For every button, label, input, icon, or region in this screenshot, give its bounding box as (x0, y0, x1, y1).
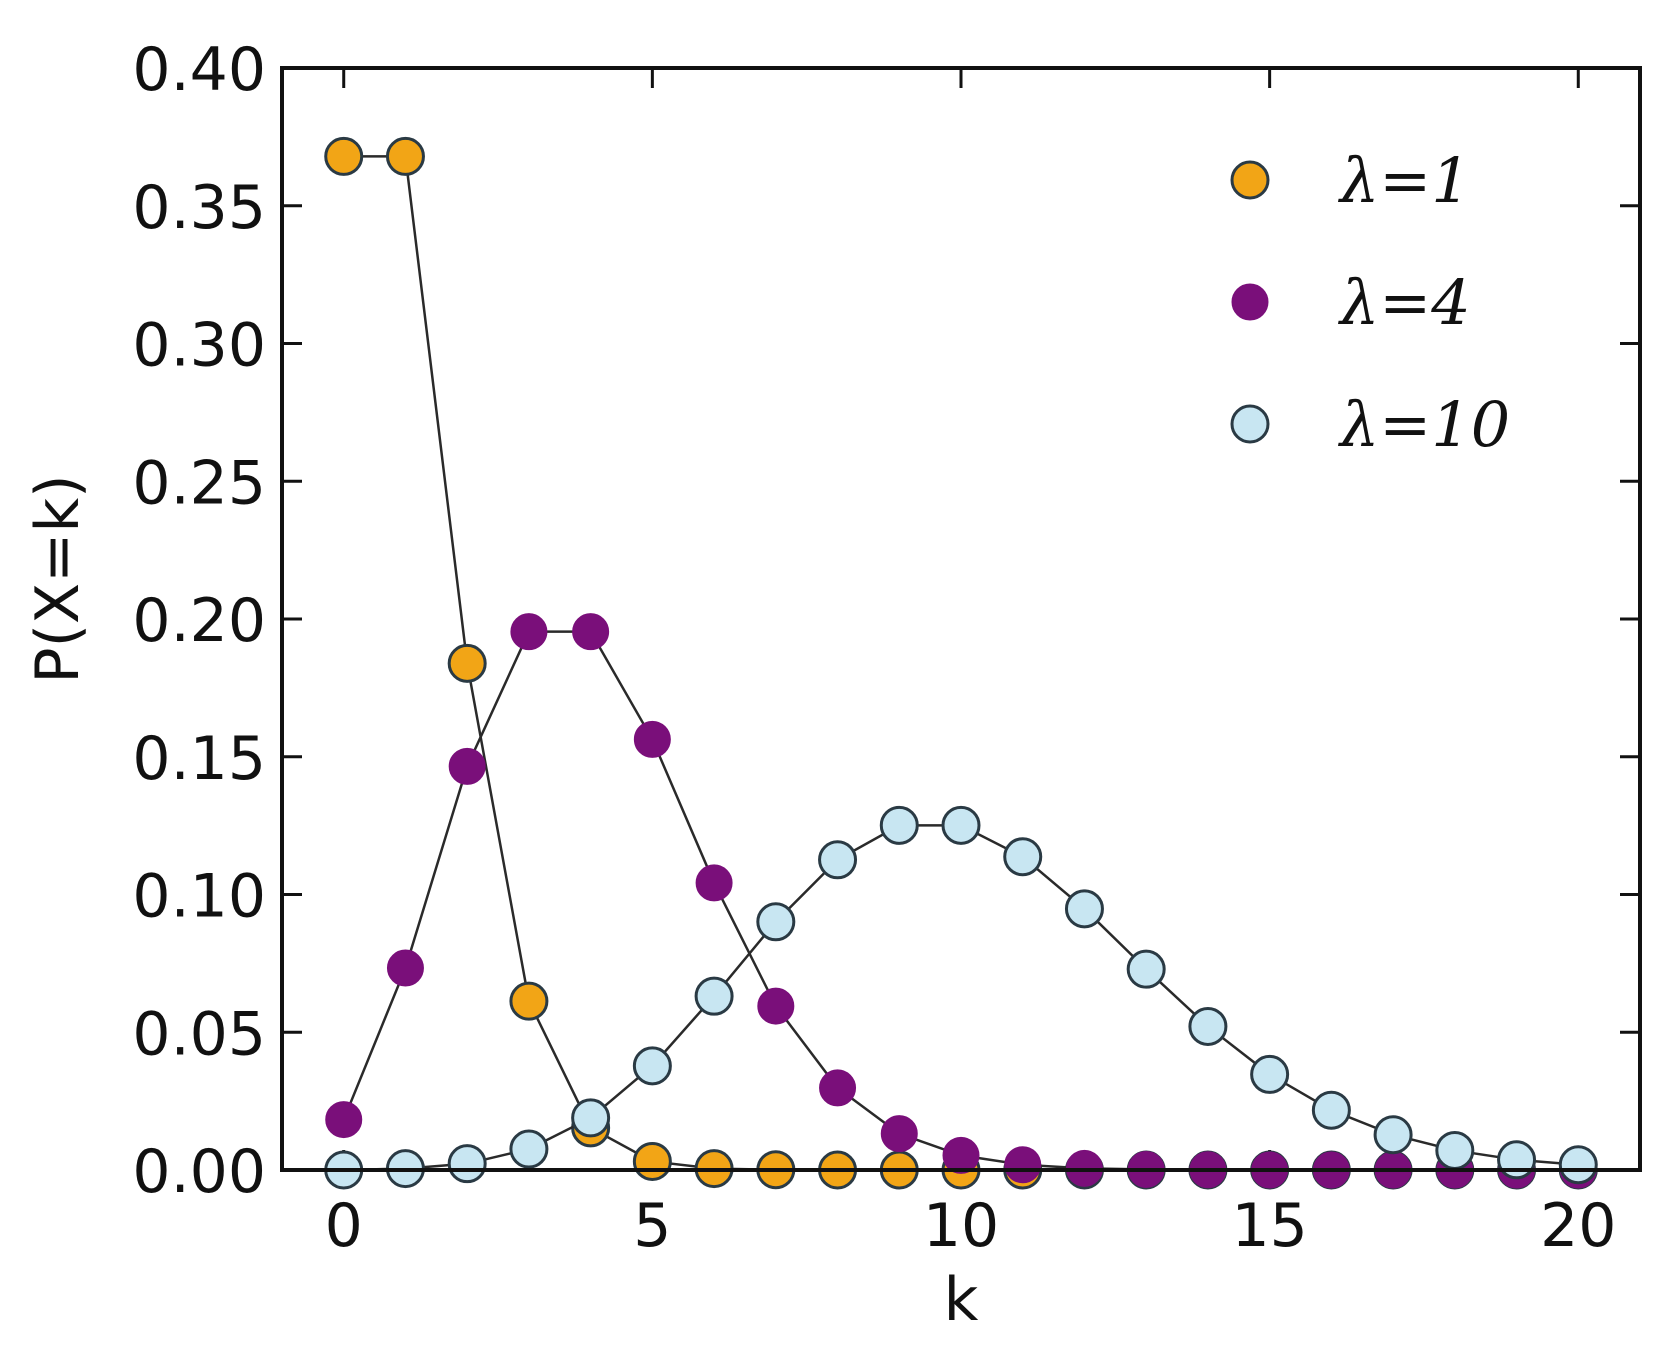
legend-item: λ=10 (1230, 388, 1510, 461)
legend: λ=1 λ=4 λ=10 (1230, 144, 1510, 461)
x-tick-label: 15 (1231, 1191, 1307, 1261)
x-axis-label: k (944, 1265, 979, 1335)
y-tick-label: 0.15 (132, 724, 266, 794)
legend-marker (1230, 160, 1270, 200)
y-axis-label: P(X=k) (23, 474, 93, 683)
y-tick-label: 0.25 (132, 448, 266, 518)
data-point (632, 1046, 672, 1086)
data-point (447, 1144, 487, 1184)
data-point (1311, 1090, 1351, 1130)
data-point (571, 1098, 611, 1138)
data-point (1126, 949, 1166, 989)
data-point (695, 864, 733, 902)
data-point (325, 1101, 363, 1139)
data-point (1435, 1130, 1475, 1170)
data-point (509, 981, 549, 1021)
x-tick-label: 0 (325, 1191, 363, 1261)
y-tick-label: 0.35 (132, 173, 266, 243)
x-tick-label: 10 (923, 1191, 999, 1261)
legend-item: λ=4 (1231, 266, 1471, 339)
data-point (1250, 1054, 1290, 1094)
data-point (572, 613, 610, 651)
data-point (756, 902, 796, 942)
legend-item: λ=1 (1230, 144, 1471, 217)
y-tick-label: 0.05 (132, 999, 266, 1069)
y-tick-label: 0.40 (132, 35, 266, 105)
y-tick-label: 0.10 (132, 862, 266, 932)
data-point (633, 720, 671, 758)
plot-frame (280, 66, 1642, 1172)
data-point (1064, 889, 1104, 929)
data-point (509, 1129, 549, 1169)
data-point (447, 643, 487, 683)
data-point (694, 976, 734, 1016)
data-point (818, 840, 858, 880)
data-point (448, 747, 486, 785)
tick-labels: 0 5 10 15 20 0.00 0.05 0.10 0.15 0.20 0.25 0.30 0.35… (132, 35, 1616, 1261)
legend-marker (1231, 283, 1269, 321)
x-tick-label: 5 (633, 1191, 671, 1261)
data-point (632, 1141, 672, 1181)
data-point (1373, 1115, 1413, 1155)
data-point (757, 987, 795, 1025)
legend-label: λ=10 (1337, 388, 1510, 461)
series-3 (324, 805, 1598, 1190)
data-point (1188, 1006, 1228, 1046)
y-tick-label: 0.30 (132, 311, 266, 381)
data-point (1558, 1145, 1598, 1185)
data-point (941, 805, 981, 845)
x-tick-label: 20 (1540, 1191, 1616, 1261)
data-point (385, 136, 425, 176)
data-point (324, 136, 364, 176)
y-tick-label: 0.00 (132, 1137, 266, 1207)
data-point (510, 613, 548, 651)
data-point (942, 1136, 980, 1174)
data-point (386, 949, 424, 987)
y-tick-label: 0.20 (132, 586, 266, 656)
legend-label: λ=4 (1337, 266, 1471, 339)
data-point (1004, 1146, 1042, 1184)
legend-marker (1230, 404, 1270, 444)
data-point (1497, 1140, 1537, 1180)
data-point (879, 805, 919, 845)
legend-label: λ=1 (1337, 144, 1471, 217)
data-point (880, 1115, 918, 1153)
data-point (1003, 837, 1043, 877)
data-point (819, 1069, 857, 1107)
